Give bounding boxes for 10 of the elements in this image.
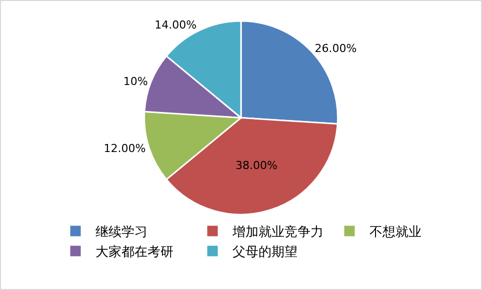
legend-label: 不想就业 bbox=[370, 225, 422, 240]
data-label: 12.00% bbox=[104, 142, 146, 155]
legend-label: 增加就业竞争力 bbox=[232, 225, 324, 240]
legend-label: 大家都在考研 bbox=[96, 244, 174, 260]
data-label: 38.00% bbox=[236, 158, 278, 172]
data-label: 10% bbox=[123, 74, 148, 88]
data-label: 14.00% bbox=[154, 18, 197, 32]
legend-label: 继续学习 bbox=[96, 225, 148, 240]
data-label: 26.00% bbox=[314, 42, 357, 55]
legend-label: 父母的期望 bbox=[232, 245, 298, 260]
